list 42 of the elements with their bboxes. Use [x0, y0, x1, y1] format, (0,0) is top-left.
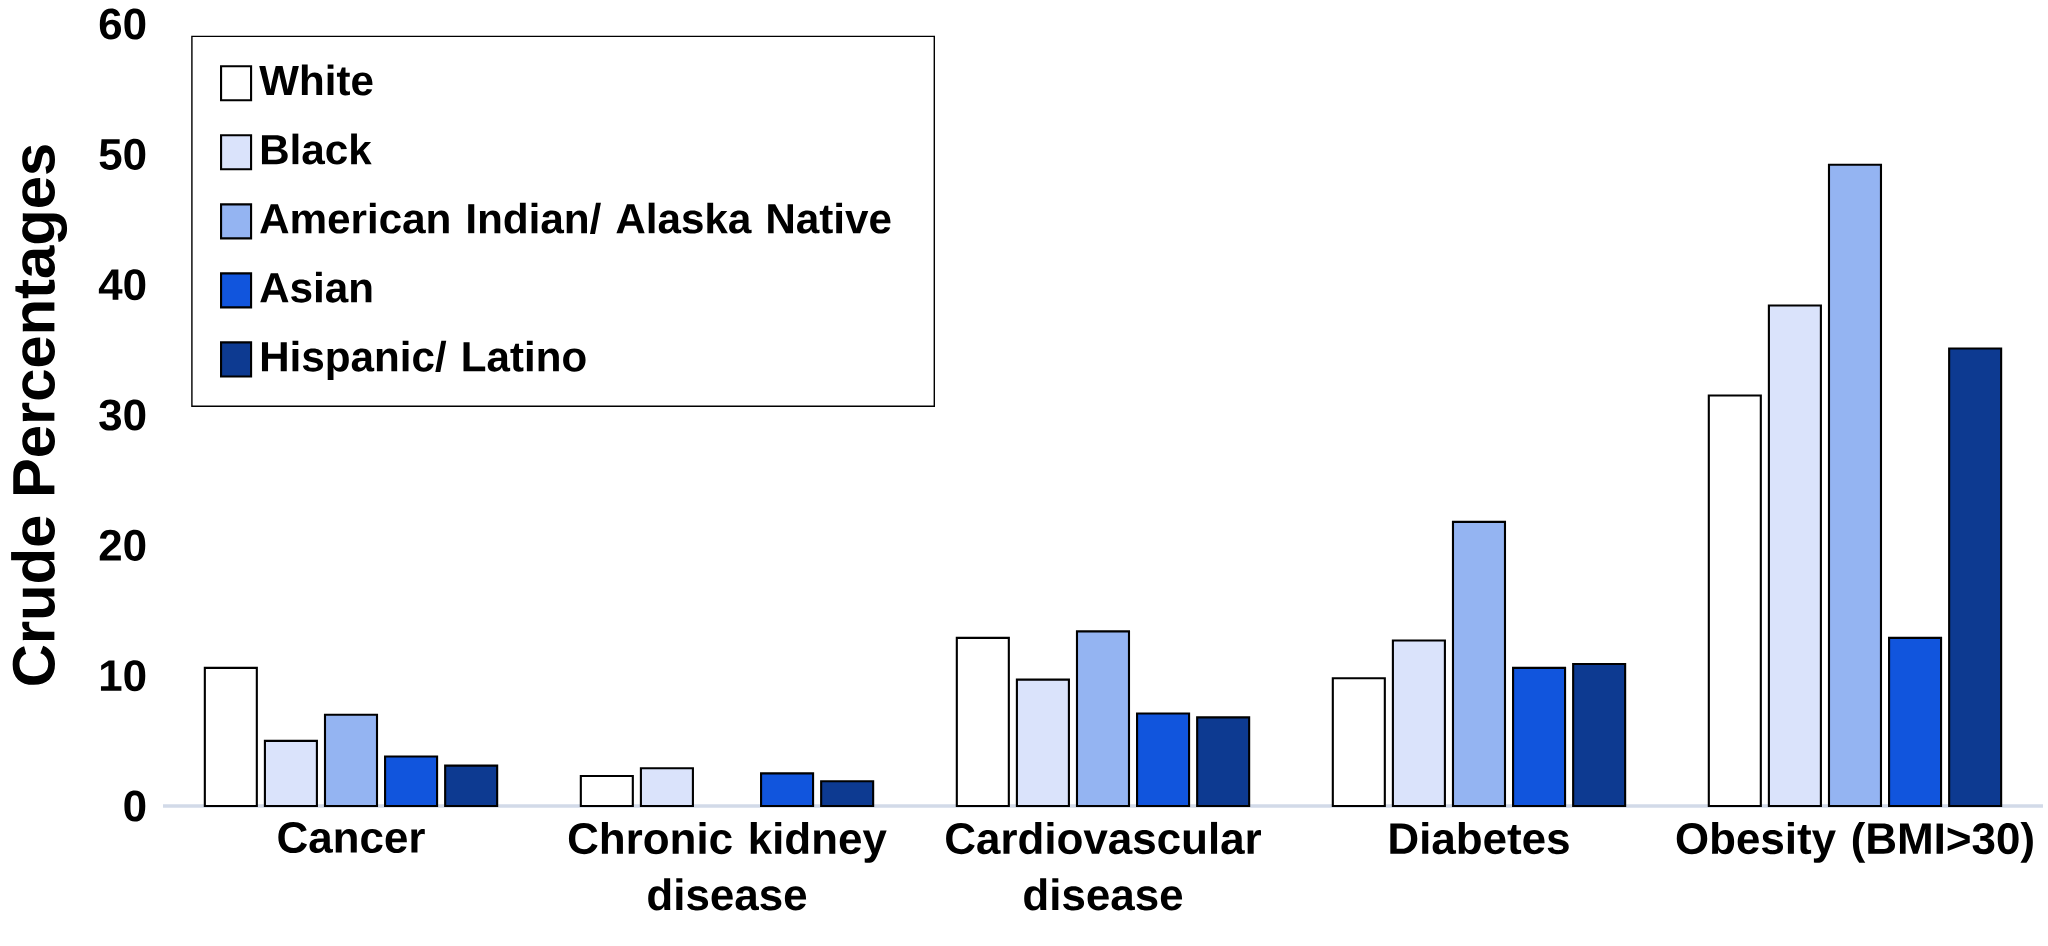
bar — [1451, 520, 1507, 808]
bar — [1572, 662, 1627, 808]
bar — [1331, 677, 1386, 808]
legend-label: American Indian/ Alaska Native — [260, 202, 891, 235]
bar — [1707, 394, 1762, 808]
y-axis-title: Crude Percentages — [11, 145, 68, 685]
bar — [323, 713, 379, 808]
bar — [820, 780, 875, 808]
bar — [955, 636, 1010, 808]
legend-label: Hispanic/ Latino — [261, 340, 586, 381]
bar — [444, 764, 499, 808]
y-tick-label: 10 — [100, 660, 146, 692]
bar — [263, 739, 318, 808]
bar — [1888, 636, 1943, 808]
legend-label: White — [259, 64, 373, 96]
y-tick-label: 50 — [99, 138, 146, 170]
legend-label: Asian — [260, 271, 372, 303]
bar — [1136, 712, 1191, 808]
y-tick-label: 40 — [98, 269, 146, 301]
legend-label: Black — [261, 133, 372, 165]
x-tick-label: Cancer — [278, 821, 425, 854]
x-tick-label: Chronic kidney disease — [568, 821, 887, 911]
bar — [1015, 678, 1070, 808]
bar — [1391, 639, 1446, 808]
x-tick-label: Obesity (BMI>30) — [1676, 821, 2033, 863]
y-tick-label: 60 — [99, 8, 146, 40]
bar — [1512, 666, 1567, 808]
y-tick-label: 0 — [124, 790, 146, 822]
bar — [579, 774, 634, 808]
bar — [1827, 163, 1883, 808]
bar — [1075, 630, 1131, 808]
bar — [760, 772, 815, 808]
bar — [1767, 304, 1822, 808]
bar — [639, 767, 694, 808]
bar — [384, 755, 439, 808]
x-tick-label: Cardiovascular disease — [946, 821, 1262, 911]
bar — [1196, 716, 1251, 808]
bar — [203, 666, 258, 808]
bar — [1948, 347, 2003, 808]
x-tick-label: Diabetes — [1390, 821, 1569, 855]
y-tick-label: 30 — [99, 399, 146, 431]
y-tick-label: 20 — [99, 529, 146, 561]
